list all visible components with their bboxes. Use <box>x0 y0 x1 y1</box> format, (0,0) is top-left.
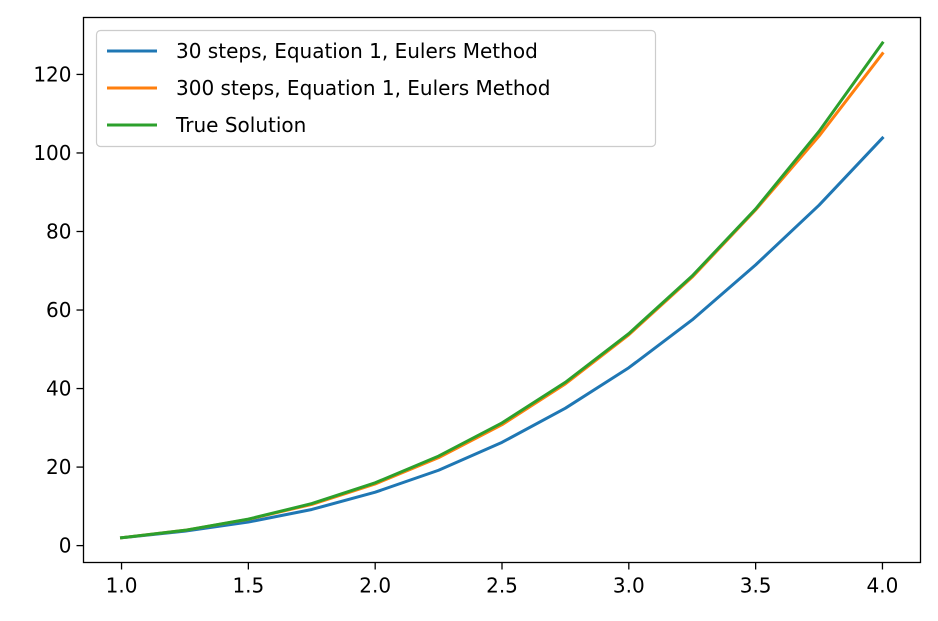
y-axis: 0 20 40 60 80 100 120 <box>33 62 84 558</box>
x-axis: 1.0 1.5 2.0 2.5 3.0 3.5 4.0 <box>106 562 899 598</box>
y-tick-label: 120 <box>33 62 71 86</box>
y-tick-label: 40 <box>46 377 71 401</box>
x-tick-label: 1.5 <box>232 574 264 598</box>
series-line-1 <box>119 135 885 540</box>
plot-area <box>82 16 922 564</box>
y-tick-label: 20 <box>46 455 71 479</box>
legend: 30 steps, Equation 1, Eulers Method 300 s… <box>95 29 657 148</box>
y-tick-label: 80 <box>46 219 71 243</box>
legend-label-1: 30 steps, Equation 1, Eulers Method <box>176 39 538 63</box>
y-tick-label: 0 <box>59 534 72 558</box>
series-layer <box>119 40 885 540</box>
legend-label-2: 300 steps, Equation 1, Eulers Method <box>176 76 550 100</box>
x-tick-label: 4.0 <box>867 574 899 598</box>
x-tick-label: 1.0 <box>106 574 138 598</box>
legend-label-3: True Solution <box>175 113 306 137</box>
x-tick-label: 3.0 <box>613 574 645 598</box>
y-tick-label: 60 <box>46 298 71 322</box>
y-tick-label: 100 <box>33 141 71 165</box>
series-line-3 <box>119 40 885 540</box>
legend-box <box>95 29 657 148</box>
x-tick-label: 2.0 <box>359 574 391 598</box>
x-tick-label: 3.5 <box>740 574 772 598</box>
x-tick-label: 2.5 <box>486 574 518 598</box>
